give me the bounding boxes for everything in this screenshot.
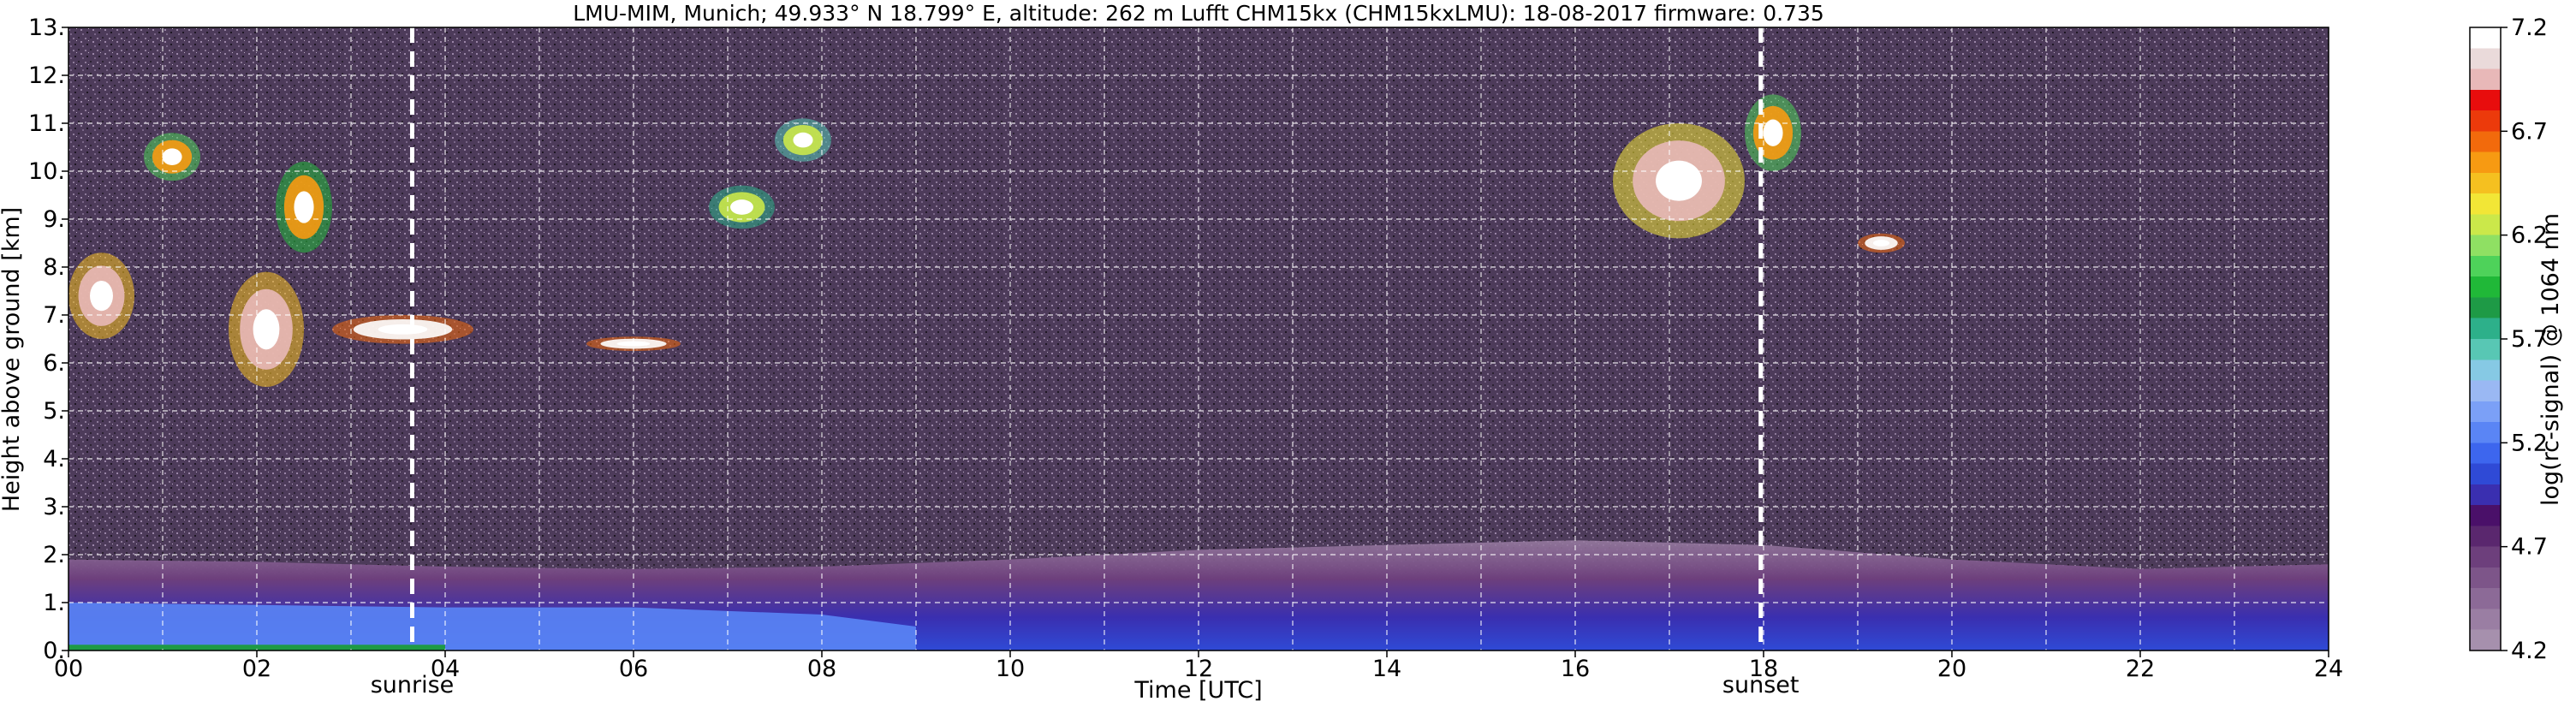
y-tick-label: 1. [43,590,65,616]
x-tick-label: 02 [242,656,271,682]
cloud-layers [68,94,1905,387]
residual-layer-area [68,603,916,651]
x-tick-label: 18 [1749,656,1778,682]
y-tick-label: 0. [43,638,65,664]
cloud-core [253,309,280,350]
grid-lines [68,27,2329,651]
chart-title: LMU-MIM, Munich; 49.933° N 18.799° E, al… [573,1,1824,26]
y-tick-label: 12. [28,62,65,89]
x-axis-ticks: 00 02 04 06 08 10 12 14 16 18 20 22 24 [54,651,2343,682]
colorbar-tick-label: 6.7 [2511,118,2548,145]
plot-area [68,27,2329,651]
colorbar-ticks: 4.2 4.7 5.2 5.7 6.2 6.7 7.2 [2501,15,2548,664]
x-tick-label: 16 [1561,656,1590,682]
colorbar-tick-label: 6.2 [2511,223,2548,249]
y-tick-label: 11. [28,110,65,137]
y-tick-label: 8. [43,254,65,281]
cloud-core [90,280,113,312]
x-tick-label: 04 [431,656,460,682]
colorbar-tick-label: 5.7 [2511,326,2548,353]
y-axis-ticks: 0. 1. 2. 3. 4. 5. 6. 7. 8. 9. 10. 11. 12. 13. [28,15,68,664]
x-tick-label: 00 [54,656,83,682]
x-tick-label: 08 [807,656,836,682]
colorbar-scale [2469,27,2502,651]
sunset-label: sunset [1722,672,1800,698]
x-tick-label: 24 [2314,656,2343,682]
cloud-core [616,341,651,347]
y-tick-label: 2. [43,542,65,568]
x-tick-label: 12 [1184,656,1213,682]
y-tick-label: 6. [43,350,65,377]
x-tick-label: 06 [619,656,648,682]
cloud-core [162,148,182,165]
colorbar-label: log(rc-signal) @ 1064 nm [2537,213,2564,506]
cloud-core [793,132,813,148]
colorbar-tick-label: 5.2 [2511,430,2548,456]
near-ground-layer [68,645,445,651]
x-tick-label: 20 [1937,656,1966,682]
y-tick-label: 13. [28,15,65,41]
y-tick-label: 5. [43,398,65,425]
cloud-core [1872,240,1890,247]
colorbar-tick-label: 4.2 [2511,638,2548,664]
y-tick-label: 3. [43,494,65,520]
x-tick-label: 10 [996,656,1025,682]
y-axis-label: Height above ground [km] [0,207,25,512]
colorbar-tick-label: 7.2 [2511,15,2548,41]
x-tick-label: 22 [2126,656,2155,682]
cloud-core [378,324,428,335]
y-tick-label: 7. [43,302,65,329]
x-tick-label: 14 [1372,656,1401,682]
y-tick-label: 9. [43,206,65,233]
y-tick-label: 4. [43,446,65,472]
cloud-core [294,191,314,223]
cloud-core [730,199,753,215]
cloud-core [1763,119,1783,146]
x-axis-label: Time [UTC] [1133,677,1262,704]
sunrise-label: sunrise [371,672,455,698]
cloud-core [1656,160,1702,201]
y-tick-label: 10. [28,158,65,185]
colorbar-tick-label: 4.7 [2511,534,2548,561]
sun-event-lines [410,27,1764,651]
colorbar: 4.2 4.7 5.2 5.7 6.2 6.7 7.2 log(rc-signal) @ 1… [2469,15,2564,664]
